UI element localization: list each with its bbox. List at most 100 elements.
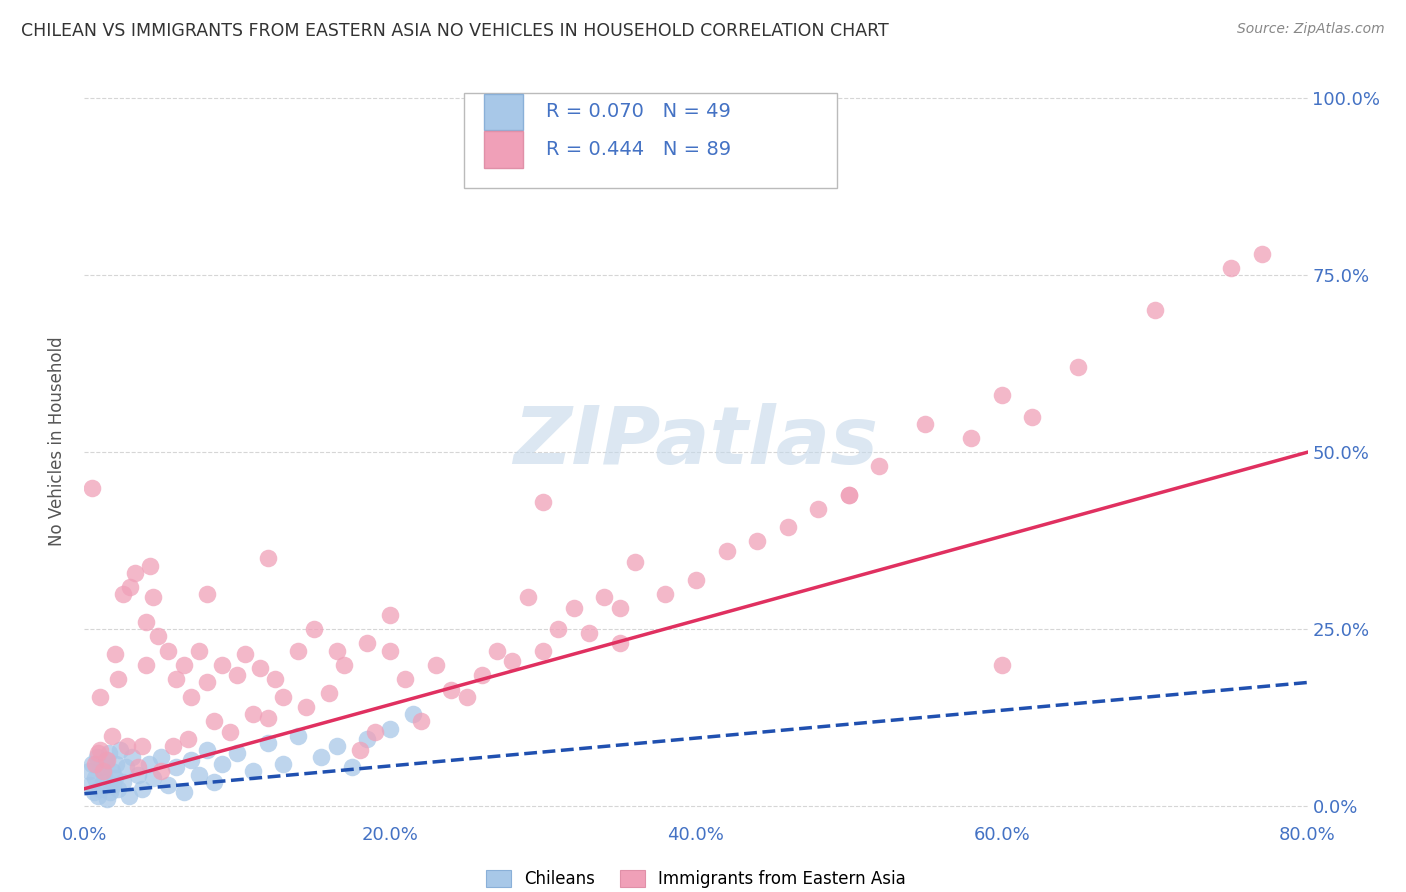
Point	[105, 756, 128, 771]
Point	[107, 672, 129, 686]
Point	[86, 750, 108, 764]
Point	[991, 657, 1014, 672]
Point	[195, 675, 218, 690]
Point	[325, 643, 347, 657]
Point	[202, 714, 225, 729]
Point	[111, 587, 134, 601]
Point	[89, 690, 111, 704]
Point	[173, 657, 195, 672]
Point	[114, 760, 136, 774]
Point	[96, 753, 118, 767]
Point	[77, 764, 100, 778]
Point	[165, 672, 187, 686]
Point	[311, 750, 333, 764]
Point	[271, 690, 294, 704]
FancyBboxPatch shape	[464, 93, 837, 187]
Point	[869, 459, 891, 474]
Point	[79, 778, 101, 792]
Point	[242, 764, 264, 778]
Point	[287, 643, 309, 657]
Point	[402, 707, 425, 722]
Point	[333, 657, 356, 672]
Point	[93, 767, 115, 781]
Point	[914, 417, 936, 431]
Point	[356, 732, 378, 747]
Point	[195, 743, 218, 757]
Point	[318, 686, 340, 700]
Point	[91, 774, 114, 789]
Point	[1067, 360, 1090, 375]
Point	[807, 501, 830, 516]
Point	[157, 643, 180, 657]
Point	[516, 591, 538, 605]
Point	[1220, 260, 1243, 275]
Point	[146, 629, 169, 643]
Point	[142, 771, 165, 785]
Point	[211, 657, 233, 672]
Text: ZIPatlas: ZIPatlas	[513, 402, 879, 481]
Point	[776, 519, 799, 533]
Point	[356, 636, 378, 650]
Point	[302, 623, 325, 637]
Point	[593, 591, 616, 605]
Point	[340, 760, 363, 774]
Point	[211, 756, 233, 771]
Point	[609, 601, 631, 615]
Text: CHILEAN VS IMMIGRANTS FROM EASTERN ASIA NO VEHICLES IN HOUSEHOLD CORRELATION CHA: CHILEAN VS IMMIGRANTS FROM EASTERN ASIA …	[21, 22, 889, 40]
Point	[960, 431, 983, 445]
Point	[233, 647, 256, 661]
Point	[97, 747, 120, 761]
Point	[716, 544, 738, 558]
Point	[257, 551, 280, 566]
Text: R = 0.444   N = 89: R = 0.444 N = 89	[546, 140, 731, 159]
Point	[1021, 409, 1043, 424]
Point	[91, 764, 114, 778]
Point	[1143, 303, 1166, 318]
Point	[364, 725, 387, 739]
Point	[104, 771, 127, 785]
Point	[177, 732, 200, 747]
Point	[80, 756, 103, 771]
Point	[425, 657, 447, 672]
Point	[80, 481, 103, 495]
Point	[531, 643, 554, 657]
Point	[165, 760, 187, 774]
Point	[257, 736, 280, 750]
Point	[89, 743, 111, 757]
Point	[139, 558, 162, 573]
Point	[1250, 246, 1272, 260]
Point	[107, 781, 129, 796]
Point	[295, 700, 318, 714]
Point	[89, 781, 111, 796]
Point	[124, 566, 146, 580]
Legend: Chileans, Immigrants from Eastern Asia: Chileans, Immigrants from Eastern Asia	[486, 870, 905, 888]
Point	[685, 573, 707, 587]
Point	[226, 747, 249, 761]
Point	[349, 743, 371, 757]
Point	[578, 625, 600, 640]
Point	[115, 739, 138, 754]
Point	[142, 591, 165, 605]
Point	[173, 785, 195, 799]
Text: Source: ZipAtlas.com: Source: ZipAtlas.com	[1237, 22, 1385, 37]
Point	[83, 785, 105, 799]
Point	[394, 672, 416, 686]
Point	[188, 767, 211, 781]
Point	[127, 760, 149, 774]
Point	[104, 647, 127, 661]
Point	[96, 792, 118, 806]
Point	[242, 707, 264, 722]
Point	[103, 778, 125, 792]
Point	[838, 488, 860, 502]
Point	[157, 778, 180, 792]
Point	[111, 774, 134, 789]
Point	[747, 533, 769, 548]
Point	[531, 495, 554, 509]
Point	[149, 750, 172, 764]
Point	[226, 668, 249, 682]
Point	[991, 388, 1014, 402]
Point	[162, 739, 184, 754]
Point	[118, 789, 141, 803]
Point	[90, 760, 112, 774]
Y-axis label: No Vehicles in Household: No Vehicles in Household	[48, 336, 66, 547]
